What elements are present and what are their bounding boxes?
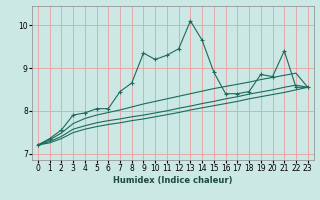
- X-axis label: Humidex (Indice chaleur): Humidex (Indice chaleur): [113, 176, 233, 185]
